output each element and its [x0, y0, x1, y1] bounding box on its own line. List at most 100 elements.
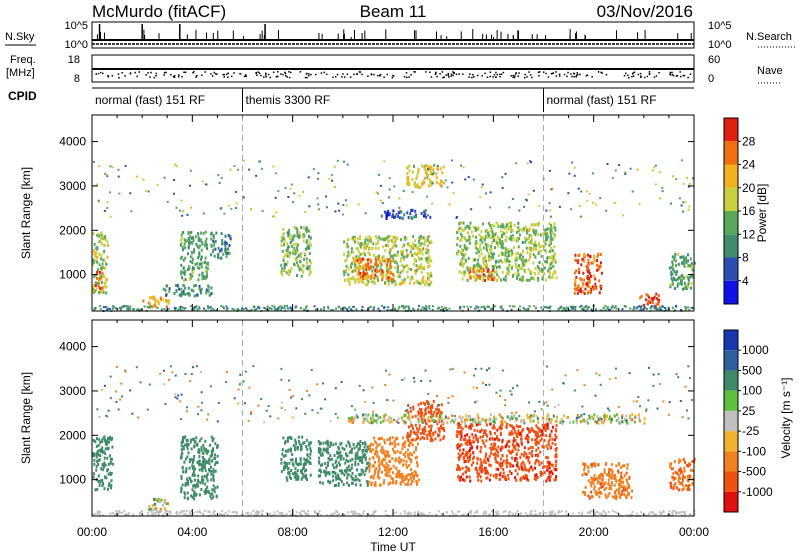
data-point	[477, 263, 480, 267]
data-point	[395, 466, 398, 470]
data-point	[517, 429, 520, 433]
data-point	[274, 196, 277, 199]
data-point	[197, 246, 200, 250]
data-point	[528, 253, 531, 257]
data-point	[555, 452, 558, 456]
data-point	[348, 282, 351, 286]
data-point	[562, 414, 565, 418]
data-point	[412, 430, 415, 434]
data-point	[381, 273, 384, 277]
data-point	[545, 306, 548, 309]
data-point	[401, 216, 404, 220]
data-point	[193, 478, 196, 482]
data-point	[541, 444, 544, 448]
data-point	[472, 225, 475, 229]
data-point	[366, 243, 369, 247]
data-point	[607, 417, 610, 421]
data-point	[96, 282, 99, 286]
data-point	[393, 243, 396, 247]
data-point	[147, 301, 150, 305]
data-point	[195, 304, 198, 307]
data-point	[193, 248, 196, 252]
data-point	[99, 240, 102, 244]
data-point	[414, 448, 417, 452]
data-point	[406, 433, 409, 437]
data-point	[497, 237, 500, 241]
data-point	[418, 281, 421, 285]
data-point	[476, 241, 479, 245]
beam-title: Beam 11	[360, 2, 427, 21]
data-point	[185, 467, 188, 471]
data-point	[409, 473, 412, 477]
data-point	[99, 290, 102, 294]
data-point	[475, 251, 478, 255]
data-point	[468, 266, 471, 270]
data-point	[536, 453, 539, 457]
data-point	[431, 403, 434, 407]
data-point	[594, 203, 597, 206]
data-point	[520, 452, 523, 456]
data-point	[504, 258, 507, 262]
data-point	[691, 275, 694, 279]
data-point	[534, 240, 537, 244]
data-point	[461, 277, 464, 281]
data-point	[327, 307, 330, 310]
data-point	[550, 429, 553, 433]
nave-dot	[558, 73, 561, 76]
data-point	[638, 419, 641, 423]
data-point	[103, 235, 106, 239]
data-point	[513, 458, 516, 462]
data-point	[517, 425, 520, 429]
data-point	[114, 306, 117, 309]
data-point	[306, 447, 309, 451]
data-point	[690, 286, 693, 290]
data-point	[534, 272, 537, 276]
data-point	[398, 216, 401, 220]
data-point	[402, 463, 405, 467]
data-point	[469, 305, 472, 308]
data-point	[522, 460, 525, 464]
nave-dot	[531, 76, 533, 79]
nave-dot	[102, 72, 104, 75]
data-point	[181, 436, 184, 440]
data-point	[524, 473, 527, 477]
data-point	[369, 258, 372, 262]
data-point	[565, 308, 568, 311]
data-point	[418, 415, 421, 419]
data-point	[327, 456, 330, 460]
data-point	[191, 241, 194, 245]
data-point	[296, 475, 299, 479]
data-point	[448, 307, 451, 310]
data-point	[492, 474, 495, 478]
nave-dot	[669, 74, 672, 76]
data-point	[284, 187, 287, 190]
data-point	[189, 458, 192, 462]
data-point	[378, 269, 381, 273]
data-point	[528, 461, 531, 465]
data-point	[183, 491, 186, 495]
data-point	[428, 178, 431, 182]
data-point	[418, 419, 421, 423]
data-point	[414, 269, 417, 273]
nave-dot	[129, 72, 132, 74]
data-point	[497, 438, 500, 442]
data-point	[457, 442, 460, 446]
data-point	[408, 443, 411, 447]
data-point	[548, 269, 551, 273]
data-point	[204, 468, 207, 472]
data-point	[523, 446, 526, 450]
nave-dot	[528, 71, 530, 73]
data-point	[525, 452, 528, 456]
data-point	[151, 296, 154, 300]
data-point	[406, 465, 409, 469]
freq-tick-bottom: 8	[74, 73, 80, 85]
data-point	[510, 248, 513, 252]
data-point	[513, 305, 516, 308]
data-point	[353, 237, 356, 241]
data-point	[184, 435, 187, 439]
data-point	[306, 267, 309, 271]
data-point	[371, 280, 374, 284]
nave-dot	[500, 73, 503, 75]
data-point	[206, 489, 209, 493]
data-point	[350, 277, 353, 281]
